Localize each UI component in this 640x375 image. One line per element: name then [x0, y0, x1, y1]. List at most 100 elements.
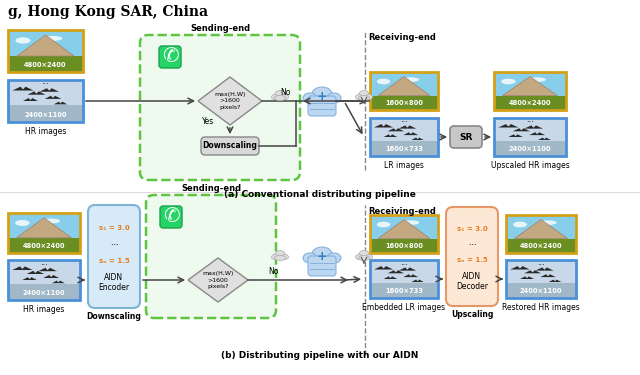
- Bar: [506, 283, 576, 298]
- Polygon shape: [23, 98, 38, 101]
- Ellipse shape: [312, 247, 332, 261]
- Polygon shape: [52, 280, 65, 283]
- Text: HR images: HR images: [25, 127, 66, 136]
- Ellipse shape: [513, 222, 527, 227]
- Ellipse shape: [327, 93, 341, 103]
- Ellipse shape: [358, 255, 369, 261]
- Text: Upscaling: Upscaling: [451, 310, 493, 319]
- Ellipse shape: [528, 77, 546, 82]
- Ellipse shape: [42, 219, 60, 224]
- Text: 1600×800: 1600×800: [385, 243, 423, 249]
- Polygon shape: [520, 276, 534, 279]
- Text: sₙ = 1.5: sₙ = 1.5: [456, 258, 488, 264]
- Bar: [370, 141, 438, 156]
- Polygon shape: [22, 277, 36, 280]
- Bar: [506, 215, 576, 253]
- FancyBboxPatch shape: [308, 256, 336, 276]
- Bar: [494, 118, 566, 156]
- Ellipse shape: [44, 36, 62, 41]
- Bar: [8, 56, 83, 72]
- Polygon shape: [538, 138, 551, 140]
- Text: 2400×1100: 2400×1100: [509, 146, 551, 152]
- Text: 1600×800: 1600×800: [385, 100, 423, 106]
- Ellipse shape: [275, 255, 285, 261]
- Ellipse shape: [358, 96, 369, 100]
- Polygon shape: [515, 219, 568, 239]
- FancyBboxPatch shape: [159, 46, 181, 68]
- Text: ⋯: ⋯: [110, 240, 118, 249]
- Bar: [506, 260, 576, 298]
- Polygon shape: [388, 128, 404, 131]
- Text: Upscaled HR images: Upscaled HR images: [491, 161, 570, 170]
- Bar: [370, 96, 438, 110]
- Polygon shape: [38, 268, 57, 271]
- Ellipse shape: [275, 251, 285, 258]
- Polygon shape: [378, 76, 430, 96]
- Polygon shape: [188, 258, 248, 302]
- Bar: [8, 80, 83, 122]
- Polygon shape: [510, 266, 530, 270]
- Polygon shape: [45, 96, 61, 99]
- Text: max(H,W)
>1600
pixels?: max(H,W) >1600 pixels?: [202, 271, 234, 289]
- Text: 1600×733: 1600×733: [385, 288, 423, 294]
- Polygon shape: [548, 280, 561, 282]
- Polygon shape: [40, 88, 59, 92]
- Ellipse shape: [365, 94, 372, 99]
- Text: AIDN
Encoder: AIDN Encoder: [99, 273, 129, 292]
- Text: ...: ...: [400, 115, 408, 124]
- Text: sₙ = 1.5: sₙ = 1.5: [99, 258, 129, 264]
- Text: Sending-end: Sending-end: [181, 184, 241, 193]
- FancyBboxPatch shape: [146, 195, 276, 318]
- Bar: [8, 260, 80, 300]
- Text: s₁ = 3.0: s₁ = 3.0: [456, 226, 488, 232]
- Ellipse shape: [377, 79, 390, 84]
- FancyBboxPatch shape: [88, 205, 140, 308]
- Polygon shape: [374, 266, 393, 270]
- Bar: [370, 283, 438, 298]
- Text: Embedded LR images: Embedded LR images: [362, 303, 445, 312]
- Polygon shape: [383, 276, 397, 279]
- Polygon shape: [412, 138, 424, 140]
- Text: SR: SR: [460, 132, 473, 141]
- Polygon shape: [508, 134, 523, 137]
- Polygon shape: [403, 132, 419, 135]
- Bar: [370, 72, 438, 110]
- Ellipse shape: [312, 87, 332, 101]
- Text: 4800×2400: 4800×2400: [509, 100, 551, 106]
- FancyBboxPatch shape: [201, 137, 259, 155]
- Polygon shape: [198, 77, 262, 125]
- Polygon shape: [502, 76, 557, 96]
- Polygon shape: [529, 132, 545, 135]
- Ellipse shape: [359, 251, 369, 258]
- Text: Restored HR images: Restored HR images: [502, 303, 580, 312]
- Bar: [370, 260, 438, 298]
- Text: Downscaling: Downscaling: [203, 141, 257, 150]
- Ellipse shape: [355, 94, 362, 99]
- Bar: [8, 213, 80, 253]
- Text: ...: ...: [537, 258, 545, 267]
- Polygon shape: [399, 267, 416, 271]
- Polygon shape: [13, 87, 33, 90]
- Text: (a) Conventional distributing pipeline: (a) Conventional distributing pipeline: [224, 190, 416, 199]
- Text: max(H,W)
>1600
pixels?: max(H,W) >1600 pixels?: [214, 92, 246, 110]
- Text: 2400×1100: 2400×1100: [520, 288, 563, 294]
- Polygon shape: [524, 270, 541, 273]
- Text: 4800×2400: 4800×2400: [23, 243, 65, 249]
- Polygon shape: [403, 274, 419, 277]
- Ellipse shape: [282, 255, 289, 260]
- Ellipse shape: [15, 220, 29, 226]
- Bar: [8, 105, 83, 122]
- Ellipse shape: [282, 94, 289, 99]
- Text: ...: ...: [42, 77, 49, 86]
- Bar: [506, 238, 576, 253]
- Polygon shape: [374, 124, 393, 128]
- Bar: [494, 72, 566, 110]
- Polygon shape: [412, 280, 424, 282]
- Bar: [370, 72, 438, 110]
- Ellipse shape: [403, 220, 419, 225]
- FancyBboxPatch shape: [446, 207, 498, 306]
- Bar: [370, 260, 438, 298]
- Bar: [494, 141, 566, 156]
- Text: ...: ...: [400, 258, 408, 267]
- Text: ...: ...: [526, 115, 534, 124]
